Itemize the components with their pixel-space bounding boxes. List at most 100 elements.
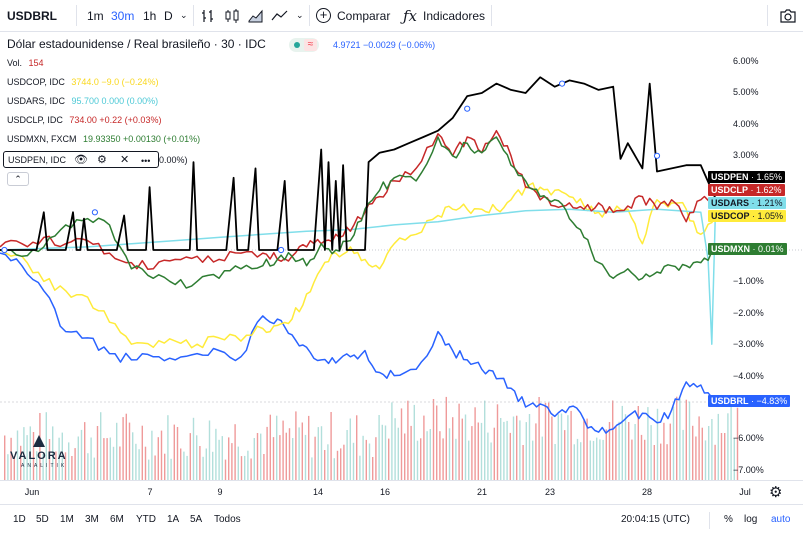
volume-bar xyxy=(660,443,662,480)
volume-legend-row[interactable]: Vol. 154 xyxy=(7,58,44,68)
interval-d-button[interactable]: D xyxy=(164,0,173,31)
price-label-value: 1.21% xyxy=(757,198,783,208)
legend-row-usdars[interactable]: USDARS, IDC 95.700 0.000 (0.00%) xyxy=(7,96,158,106)
volume-bar xyxy=(311,457,313,480)
volume-bar xyxy=(388,438,390,480)
range-6m-button[interactable]: 6M xyxy=(110,514,124,525)
volume-bar xyxy=(391,402,393,480)
log-scale-toggle[interactable]: log xyxy=(744,514,758,525)
volume-bar xyxy=(183,451,185,480)
volume-bar xyxy=(160,430,163,480)
utc-clock[interactable]: 20:04:15 (UTC) xyxy=(621,514,690,525)
volume-bar xyxy=(301,422,303,480)
range-5a-button[interactable]: 5A xyxy=(190,514,203,525)
volume-bar xyxy=(208,420,211,480)
market-status-badge: ≈ xyxy=(289,38,319,52)
price-tick: −7.00% xyxy=(733,465,764,475)
interval-label: 1h xyxy=(143,8,157,23)
volume-bar xyxy=(708,426,710,480)
interval-label: 1m xyxy=(87,8,104,23)
series-line-usdcop[interactable] xyxy=(0,182,717,349)
volume-bar xyxy=(135,443,137,480)
top-toolbar: USDBRL 1m 30m 1h D ⌄ ⌄ + Comparar ƒx Ind… xyxy=(0,0,803,32)
volume-bar xyxy=(324,450,326,480)
auto-scale-toggle[interactable]: auto xyxy=(771,514,791,525)
range-3m-button[interactable]: 3M xyxy=(85,514,99,525)
legend-row-usdclp[interactable]: USDCLP, IDC 734.00 +0.22 (+0.03%) xyxy=(7,115,161,125)
volume-bar xyxy=(103,438,105,480)
volume-bar xyxy=(468,440,470,480)
valora-watermark-logo: VALORA ANALITIK xyxy=(10,432,90,469)
line-style-icon[interactable] xyxy=(271,0,289,31)
time-scale[interactable]: Jun 7 9 14 16 21 23 28 Jul ⚙ xyxy=(0,480,803,504)
candles-style-icon[interactable] xyxy=(200,0,216,31)
scale-settings-gear-icon[interactable]: ⚙ xyxy=(769,484,783,501)
volume-bar xyxy=(336,450,339,480)
more-options-icon[interactable]: ••• xyxy=(141,156,151,166)
legend-row-usdcop[interactable]: USDCOP, IDC 3744.0 −9.0 (−0.24%) xyxy=(7,77,158,87)
volume-bar xyxy=(308,415,310,480)
settings-gear-icon[interactable]: ⚙ xyxy=(97,154,107,166)
volume-bar xyxy=(295,411,297,480)
series-line-usdclp[interactable] xyxy=(0,129,717,270)
range-1m-button[interactable]: 1M xyxy=(60,514,74,525)
range-1d-button[interactable]: 1D xyxy=(13,514,26,525)
interval-1h-button[interactable]: 1h xyxy=(143,0,156,31)
chart-pane[interactable] xyxy=(0,32,803,480)
volume-bar xyxy=(109,437,111,480)
volume-bar xyxy=(352,442,355,480)
range-5d-button[interactable]: 5D xyxy=(36,514,49,525)
volume-bar xyxy=(458,403,460,480)
series-line-usdmxn[interactable] xyxy=(0,136,716,289)
interval-1m-button[interactable]: 1m xyxy=(87,0,104,31)
volume-bar xyxy=(448,428,451,480)
price-label-usdbrl: USDBRL · −4.83% xyxy=(708,395,791,407)
series-line-usdbrl[interactable] xyxy=(0,252,716,434)
toolbar-divider xyxy=(309,5,310,26)
interval-30m-button[interactable]: 30m xyxy=(111,0,134,31)
volume-bar xyxy=(432,399,435,480)
toolbar-divider xyxy=(491,5,492,26)
series-line-usdpen[interactable] xyxy=(0,76,717,251)
event-marker[interactable] xyxy=(91,209,99,216)
volume-bar xyxy=(285,432,287,480)
compare-button[interactable]: + Comparar xyxy=(316,0,390,31)
toolbar-divider xyxy=(76,5,77,26)
bar-style-icon[interactable] xyxy=(224,0,240,31)
legend-row-usdmxn[interactable]: USDMXN, FXCM 19.93350 +0.00130 (+0.01%) xyxy=(7,134,200,144)
legend-row-usdpen[interactable]: USDPEN, IDC 👁 ⚙ ✕ ••• xyxy=(3,151,159,168)
volume-bar xyxy=(631,439,633,480)
volume-bar xyxy=(698,416,700,480)
volume-bar xyxy=(154,455,156,480)
range-ytd-button[interactable]: YTD xyxy=(136,514,156,525)
price-scale[interactable]: 6.00% 5.00% 4.00% 3.00% −1.00% −2.00% −3… xyxy=(700,32,803,480)
symbol-search-button[interactable]: USDBRL xyxy=(7,0,57,31)
legend-row-name: USDMXN, FXCM xyxy=(7,134,77,144)
eye-icon[interactable]: 👁 xyxy=(74,154,88,166)
range-1a-button[interactable]: 1A xyxy=(167,514,180,525)
volume-bar xyxy=(599,439,601,480)
indicators-button[interactable]: ƒx Indicadores xyxy=(403,0,485,31)
collapse-legend-chevron-up-icon[interactable]: ⌃ xyxy=(7,172,29,186)
volume-bar xyxy=(356,415,358,480)
interval-dropdown-chevron-icon[interactable]: ⌄ xyxy=(180,10,188,20)
area-style-icon[interactable] xyxy=(248,0,264,31)
event-marker[interactable] xyxy=(653,152,661,159)
event-marker[interactable] xyxy=(464,105,471,112)
time-tick: 23 xyxy=(544,487,556,497)
event-marker[interactable] xyxy=(1,246,8,254)
percent-scale-toggle[interactable]: % xyxy=(724,514,733,525)
volume-bar xyxy=(106,438,108,480)
range-all-button[interactable]: Todos xyxy=(214,514,241,525)
interval-label: D xyxy=(164,8,173,23)
close-icon[interactable]: ✕ xyxy=(120,154,130,166)
chart-style-chevron-icon[interactable]: ⌄ xyxy=(296,10,304,20)
event-marker[interactable] xyxy=(278,246,285,254)
volume-bar xyxy=(157,437,159,480)
compare-label: Comparar xyxy=(337,8,391,23)
price-tick: 5.00% xyxy=(733,87,759,97)
toolbar-divider xyxy=(767,5,768,26)
event-marker[interactable] xyxy=(559,80,566,87)
camera-icon[interactable] xyxy=(779,0,797,31)
series-line-usdars[interactable] xyxy=(0,208,717,345)
